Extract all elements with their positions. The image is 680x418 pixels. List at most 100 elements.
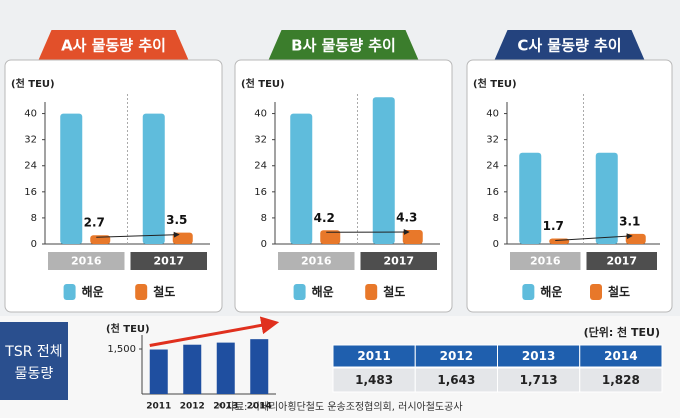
category-box (510, 252, 581, 270)
legend-swatch (135, 284, 148, 300)
chart-title: B사 물동량 추이 (291, 37, 396, 55)
data-label: 1.7 (543, 219, 564, 233)
legend-swatch (522, 284, 535, 300)
data-label: 4.3 (396, 210, 417, 224)
y-tick-label: 32 (24, 135, 37, 146)
y-axis-label: (천 TEU) (241, 77, 285, 90)
table-header: 2011 (357, 349, 390, 363)
bar (149, 349, 168, 394)
table-value: 1,828 (602, 373, 640, 387)
category-box (130, 252, 207, 270)
trend-arrow (96, 231, 180, 238)
legend-swatch (590, 284, 602, 300)
y-tick-label: 16 (24, 187, 37, 198)
y-tick-label: 24 (486, 161, 499, 172)
bar (372, 97, 395, 245)
y-tick-label: 40 (24, 109, 37, 120)
legend-label: 해운 (540, 284, 562, 299)
x-tick-label: 2016 (301, 255, 332, 268)
title-box (0, 322, 68, 400)
table-cell (414, 367, 498, 393)
bar (142, 113, 165, 244)
panel (234, 59, 453, 313)
legend-label: 철도 (608, 284, 630, 299)
y-tick-label: 16 (254, 187, 267, 198)
bar (549, 238, 570, 244)
table-header-cell (579, 344, 663, 368)
bar (60, 113, 83, 244)
section-title: TSR 전체 (4, 344, 62, 360)
title-banner (494, 30, 645, 60)
bar (519, 152, 542, 244)
data-label: 3.5 (166, 213, 187, 227)
bar (250, 339, 269, 394)
source-note: * 자료: 시베리아횡단철도 운송조정협의회, 러시아철도공사 (217, 400, 462, 413)
title-banner (268, 30, 419, 60)
y-axis-label: (천 TEU) (473, 77, 517, 90)
y-tick-label: 40 (486, 109, 499, 120)
category-box (360, 252, 437, 270)
legend-label: 해운 (82, 284, 104, 299)
table-value: 1,713 (520, 373, 558, 387)
y-axis-label: (천 TEU) (11, 77, 55, 90)
y-tick-label: 16 (486, 187, 499, 198)
chart-title: A사 물동량 추이 (61, 37, 166, 55)
x-tick-label: 2017 (383, 255, 414, 268)
data-label: 3.1 (619, 214, 640, 228)
bar (595, 152, 618, 244)
table-cell (579, 367, 663, 393)
table-cell (332, 367, 416, 393)
y-tick-label: 24 (254, 161, 267, 172)
table-cell (497, 367, 581, 393)
title-banner (38, 30, 189, 60)
section-title: 물동량 (15, 366, 54, 382)
category-box (586, 252, 657, 270)
table-value: 1,643 (437, 373, 475, 387)
bar (625, 233, 646, 244)
x-tick-label: 2017 (153, 255, 184, 268)
x-tick-label: 2012 (180, 402, 205, 412)
x-tick-label: 2011 (146, 402, 171, 412)
y-tick-label: 40 (254, 109, 267, 120)
legend-label: 해운 (312, 284, 334, 299)
trend-arrow (555, 233, 633, 241)
table-unit: (단위: 천 TEU) (584, 325, 660, 339)
table-value: 1,483 (355, 373, 393, 387)
y-tick-label: 32 (254, 135, 267, 146)
y-tick-label: 0 (261, 239, 267, 250)
chart-title: C사 물동량 추이 (517, 37, 621, 55)
bar (183, 344, 202, 394)
y-tick-label: 24 (24, 161, 37, 172)
trend-arrow (149, 316, 280, 347)
bar (320, 230, 341, 244)
bar (290, 113, 313, 244)
y-tick-label: 0 (493, 239, 499, 250)
y-tick-label: 8 (31, 213, 37, 224)
data-label: 2.7 (84, 216, 105, 230)
table-header: 2012 (440, 349, 473, 363)
data-label: 4.2 (314, 211, 335, 225)
y-tick-label: 8 (261, 213, 267, 224)
legend-label: 철도 (383, 284, 405, 299)
y-axis-label: (천 TEU) (106, 322, 150, 335)
panel (4, 59, 223, 313)
y-tick-label: 8 (493, 213, 499, 224)
table-header: 2014 (604, 349, 637, 363)
category-box (278, 252, 355, 270)
y-tick-label: 1,500 (107, 344, 136, 355)
x-tick-label: 2013 (213, 402, 238, 412)
legend-swatch (365, 284, 378, 300)
y-tick-label: 32 (486, 135, 499, 146)
panel (466, 59, 673, 313)
x-tick-label: 2016 (71, 255, 102, 268)
category-box (48, 252, 125, 270)
legend-label: 철도 (153, 284, 175, 299)
bar (216, 342, 235, 394)
table-header: 2013 (522, 349, 555, 363)
x-tick-label: 2016 (530, 255, 561, 268)
x-tick-label: 2014 (247, 402, 272, 412)
y-tick-label: 0 (31, 239, 37, 250)
x-tick-label: 2017 (606, 255, 637, 268)
legend-swatch (293, 284, 306, 300)
